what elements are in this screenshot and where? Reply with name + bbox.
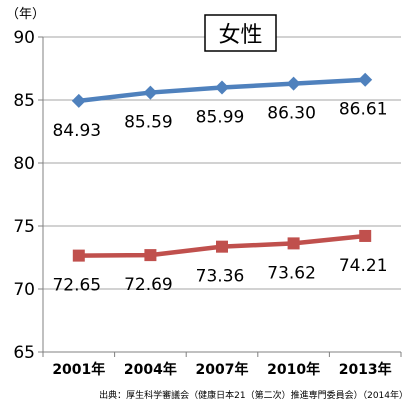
axes: 65 70 75 80 85 90 2001年 2004年 2007年 2010年 2013年 (13, 28, 402, 378)
data-point (215, 80, 229, 95)
data-label: 73.62 (267, 263, 316, 283)
title-box (204, 14, 277, 52)
data-point (71, 93, 86, 108)
x-tick-label: 2013年 (339, 361, 392, 378)
data-point (143, 85, 158, 100)
data-label: 72.65 (52, 276, 101, 296)
y-tick-label: 75 (13, 217, 35, 237)
data-point (72, 249, 85, 262)
y-tick-label: 90 (13, 28, 35, 48)
y-tick-label: 65 (13, 343, 35, 363)
series (71, 72, 373, 262)
data-label: 86.30 (267, 104, 316, 124)
y-tick-label: 85 (13, 91, 35, 111)
source-note: 出典：厚生科学審議会（健康日本21（第二次）推進専門委員会）（2014年） (99, 389, 408, 401)
chart-title: 女性 (218, 23, 262, 48)
x-tick-label: 2004年 (124, 361, 177, 378)
data-label: 86.61 (339, 100, 388, 120)
data-point (216, 240, 228, 253)
y-tick-label: 70 (13, 280, 35, 300)
labels: 84.93 85.59 85.99 86.30 86.61 72.65 72.69 73.36… (52, 100, 387, 296)
x-tick-label: 2007年 (196, 361, 249, 378)
data-point (286, 76, 301, 91)
y-axis-unit-label: （年） (6, 7, 45, 22)
y-tick-label: 80 (13, 154, 35, 174)
x-tick-label: 2001年 (52, 361, 105, 378)
data-label: 72.69 (124, 275, 173, 295)
data-label: 84.93 (52, 121, 101, 141)
data-label: 74.21 (339, 256, 388, 276)
data-point (359, 229, 372, 242)
data-point (358, 72, 373, 87)
data-label: 73.36 (196, 267, 245, 287)
x-tick-label: 2010年 (267, 361, 320, 378)
data-label: 85.99 (196, 108, 245, 128)
data-label: 85.59 (124, 113, 173, 133)
data-point (287, 237, 300, 250)
data-point (144, 249, 157, 262)
